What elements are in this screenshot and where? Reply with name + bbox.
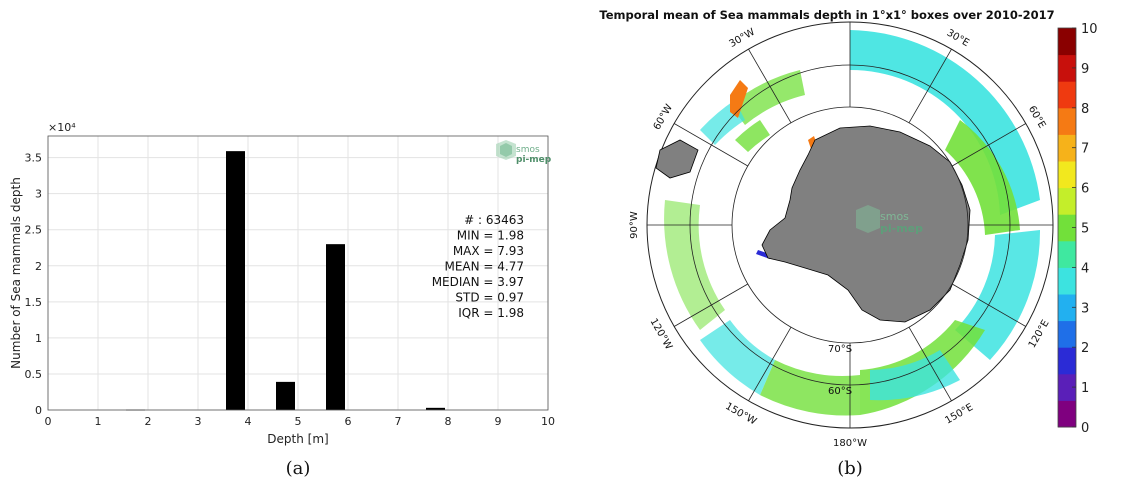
longitude-label: 180°W: [833, 438, 867, 449]
x-tick-label: 1: [95, 415, 102, 428]
stat-line: # : 63463: [464, 213, 524, 227]
bar: [326, 244, 345, 410]
colorbar-segment: [1058, 107, 1076, 135]
logo-cube-icon: [856, 205, 880, 233]
colorbar-segment: [1058, 347, 1076, 375]
x-tick-label: 8: [445, 415, 452, 428]
meridian-line: [748, 326, 792, 402]
colorbar-tick-labels: 0 1 2 3 4 5 6 7 8 9 10: [1072, 22, 1098, 436]
stat-line: MEAN = 4.77: [444, 260, 524, 274]
y-tick-label: 2.5: [25, 224, 43, 237]
longitude-label: 120°E: [1027, 318, 1052, 350]
y-tick-label: 3.5: [25, 152, 43, 165]
x-tick-label: 0: [45, 415, 52, 428]
colorbar-tick-label: 0: [1081, 421, 1089, 436]
x-tick-labels: 0 1 2 3 4 5 6 7 8 9 10: [45, 415, 556, 428]
stat-line: STD = 0.97: [455, 291, 524, 305]
polar-map-panel: Temporal mean of Sea mammals depth in 1°…: [599, 8, 1097, 479]
bar: [426, 407, 445, 410]
colorbar-tick-label: 9: [1081, 62, 1089, 77]
histogram-panel: 0 1 2 3 4 5 6 7 8 9 10 0 0.5 1 1.5 2 2.5 3 3.5 ×10⁴ Depth…: [9, 121, 555, 479]
colorbar-tick-label: 5: [1081, 222, 1089, 237]
logo-text-top: smos: [880, 210, 909, 223]
colorbar-tick-label: 4: [1081, 261, 1089, 276]
data-hotspot: [730, 80, 748, 118]
y-multiplier-label: ×10⁴: [48, 121, 76, 134]
map-title: Temporal mean of Sea mammals depth in 1°…: [599, 8, 1054, 22]
y-tick-label: 0: [35, 404, 42, 417]
bar: [226, 151, 245, 411]
x-tick-label: 4: [245, 415, 252, 428]
colorbar-segment: [1058, 267, 1076, 295]
bars: [126, 151, 445, 411]
meridian-line: [951, 283, 1027, 327]
caption-b: (b): [837, 458, 863, 479]
x-tick-label: 7: [395, 415, 402, 428]
meridian-line: [908, 48, 952, 124]
meridian-line: [951, 123, 1027, 167]
x-tick-label: 3: [195, 415, 202, 428]
colorbar-tick-label: 10: [1081, 22, 1098, 37]
stat-line: MIN = 1.98: [457, 229, 524, 243]
colorbar-tick-label: 2: [1081, 341, 1089, 356]
colorbar-tick-label: 3: [1081, 301, 1089, 316]
colorbar-segment: [1058, 294, 1076, 322]
colorbar-tick-label: 6: [1081, 182, 1089, 197]
stat-line: IQR = 1.98: [458, 306, 524, 320]
y-tick-label: 1: [35, 332, 42, 345]
colorbar-tick-label: 7: [1081, 142, 1089, 157]
y-tick-label: 3: [35, 188, 42, 201]
logo-text-bottom: pi-mep: [516, 155, 552, 165]
caption-a: (a): [286, 458, 311, 479]
axes-box: [47, 135, 549, 411]
latitude-label: 70°S: [828, 344, 852, 355]
x-tick-label: 9: [495, 415, 502, 428]
meridian-line: [748, 48, 792, 124]
x-tick-label: 5: [295, 415, 302, 428]
longitude-label: 60°E: [1026, 104, 1048, 130]
logo-text-top: smos: [516, 145, 540, 155]
south-america-landmass: [655, 139, 699, 179]
longitude-label: 150°W: [723, 401, 758, 428]
colorbar-segment: [1058, 187, 1076, 215]
y-tick-label: 2: [35, 260, 42, 273]
logo-text-bottom: pi-mep: [880, 222, 923, 235]
y-tick-labels: 0 0.5 1 1.5 2 2.5 3 3.5: [25, 152, 43, 417]
longitude-label: 90°W: [629, 211, 640, 239]
colorbar-segment: [1058, 54, 1076, 82]
latitude-label: 60°S: [828, 386, 852, 397]
x-tick-label: 2: [145, 415, 152, 428]
meridian-line: [673, 123, 749, 167]
stat-line: MAX = 7.93: [453, 244, 524, 258]
colorbar-segment: [1058, 161, 1076, 189]
colorbar-tick-label: 8: [1081, 102, 1089, 117]
meridian-line: [908, 326, 952, 402]
stat-line: MEDIAN = 3.97: [432, 275, 524, 289]
colorbar-segment: [1058, 240, 1076, 268]
colorbar-tick-label: 1: [1081, 381, 1089, 396]
colorbar-segment: [1058, 81, 1076, 109]
y-tick-label: 0.5: [25, 368, 43, 381]
y-tick-label: 1.5: [25, 296, 43, 309]
colorbar-segment: [1058, 28, 1076, 56]
longitude-label: 150°E: [943, 402, 975, 427]
colorbar-segment: [1058, 134, 1076, 162]
colorbar-segment: [1058, 373, 1076, 401]
colorbar-segment: [1058, 400, 1076, 428]
y-axis-label: Number of Sea mammals depth: [9, 177, 23, 369]
colorbar-segment: [1058, 320, 1076, 348]
smos-pimep-logo-map: smos pi-mep: [856, 205, 923, 235]
x-tick-label: 6: [345, 415, 352, 428]
x-tick-label: 10: [541, 415, 555, 428]
longitude-label: 30°E: [945, 28, 971, 50]
colorbar-segment: [1058, 214, 1076, 242]
longitude-label: 120°W: [648, 317, 675, 352]
x-axis-label: Depth [m]: [267, 432, 328, 446]
smos-pimep-logo: smos pi-mep: [496, 140, 552, 165]
meridian-line: [673, 283, 749, 327]
bar: [276, 381, 295, 410]
